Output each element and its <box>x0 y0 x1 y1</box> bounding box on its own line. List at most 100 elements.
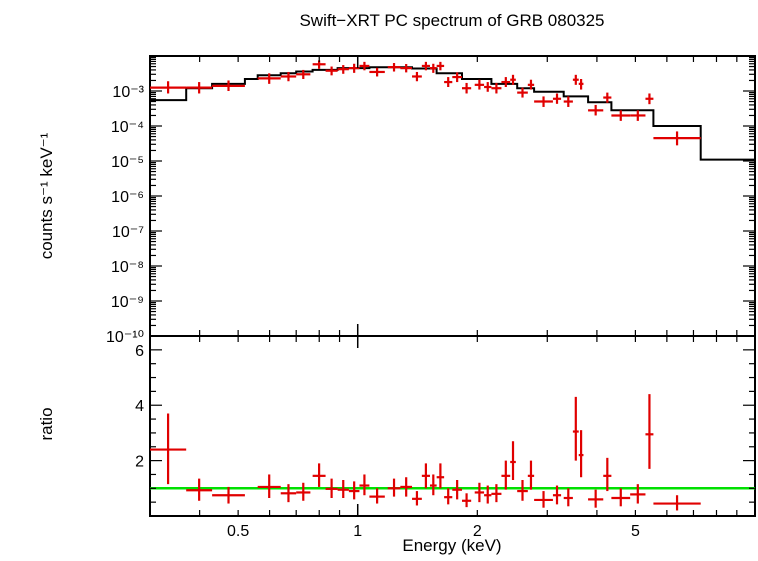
spectrum-point <box>534 96 553 107</box>
x-tick-label: 1 <box>353 523 362 540</box>
spectrum-point <box>296 69 311 80</box>
ratio-point <box>429 474 437 496</box>
ratio-point <box>552 485 562 505</box>
spectrum-point <box>452 72 462 83</box>
ratio-point <box>501 460 511 490</box>
spectrum-point <box>369 67 385 77</box>
spectrum-point <box>527 79 535 90</box>
spectrum-point <box>429 63 437 73</box>
spectrum-point <box>359 61 370 71</box>
ratio-point <box>611 488 631 507</box>
spectrum-y-ticks: 10⁻³ 10⁻⁴ 10⁻⁵ 10⁻⁶ 10⁻⁷ 10⁻⁸ 10⁻⁹ 10⁻¹⁰ <box>106 55 755 346</box>
spectrum-point <box>421 61 430 71</box>
ratio-data-points <box>150 394 701 511</box>
ratio-y-tick-label: 2 <box>135 454 144 471</box>
spectrum-point <box>186 82 213 94</box>
chart-title: Swift−XRT PC spectrum of GRB 080325 <box>299 11 604 30</box>
spectrum-y-tick-label: 10⁻⁶ <box>111 189 144 206</box>
spectrum-point <box>212 80 245 91</box>
spectrum-panel: 10⁻³ 10⁻⁴ 10⁻⁵ 10⁻⁶ 10⁻⁷ 10⁻⁸ 10⁻⁹ 10⁻¹⁰ counts… <box>37 55 756 346</box>
spectrum-y-tick-label: 10⁻⁹ <box>111 294 144 311</box>
ratio-point <box>578 430 584 478</box>
ratio-y-ticks: 2 4 6 <box>135 335 755 503</box>
spectrum-point <box>611 110 631 121</box>
ratio-point <box>603 457 612 492</box>
spectrum-y-tick-label: 10⁻¹⁰ <box>106 329 144 346</box>
spectrum-y-tick-label: 10⁻⁴ <box>111 119 144 136</box>
x-tick-label: 2 <box>473 523 482 540</box>
spectrum-point <box>474 79 485 90</box>
ratio-point <box>563 488 573 507</box>
spectrum-point <box>491 82 502 94</box>
spectrum-point <box>325 66 338 76</box>
spectrum-point <box>572 74 579 85</box>
spectrum-point <box>630 110 646 121</box>
ratio-point <box>461 493 472 508</box>
ratio-point <box>348 481 360 500</box>
spectrum-point <box>412 71 422 82</box>
ratio-point <box>572 396 579 461</box>
ratio-point <box>588 489 604 508</box>
spectrum-point <box>578 79 584 90</box>
spectrum-point <box>387 63 401 72</box>
ratio-point <box>280 484 297 503</box>
ratio-point <box>452 480 462 500</box>
ratio-point <box>412 491 422 506</box>
ratio-point <box>645 394 654 469</box>
spectrum-point <box>510 74 516 85</box>
ratio-point <box>436 463 445 489</box>
spectrum-y-tick-label: 10⁻³ <box>112 84 144 101</box>
ratio-point <box>527 460 535 490</box>
ratio-y-axis-label: ratio <box>37 407 56 440</box>
spectrum-point <box>653 131 701 146</box>
spectrum-point <box>436 61 445 71</box>
ratio-point <box>474 482 485 503</box>
ratio-point <box>534 491 553 508</box>
ratio-point <box>400 477 413 497</box>
ratio-point <box>484 485 492 504</box>
ratio-point <box>653 495 701 511</box>
spectrum-y-tick-label: 10⁻⁷ <box>112 224 144 241</box>
spectrum-x-ticks <box>149 56 756 336</box>
x-tick-label: 5 <box>631 523 640 540</box>
spectrum-point <box>603 92 612 103</box>
spectrum-point <box>444 77 453 88</box>
ratio-point <box>359 474 370 496</box>
model-histogram <box>150 66 755 161</box>
ratio-point <box>444 488 453 505</box>
ratio-point <box>510 441 516 480</box>
spectrum-point <box>150 81 187 94</box>
ratio-point <box>325 478 338 498</box>
spectrum-point <box>484 82 492 92</box>
spectrum-point <box>257 73 281 84</box>
ratio-point <box>296 482 311 501</box>
spectrum-point <box>588 104 604 116</box>
spectrum-point <box>501 77 511 88</box>
spectrum-point <box>337 65 349 74</box>
spectrum-point <box>348 63 360 73</box>
spectrum-data-points <box>150 60 701 146</box>
x-tick-label: 0.5 <box>227 523 249 540</box>
spectrum-y-tick-label: 10⁻⁸ <box>111 259 144 276</box>
ratio-point <box>421 463 430 489</box>
ratio-point <box>212 486 245 504</box>
ratio-point <box>337 480 349 498</box>
ratio-y-tick-label: 4 <box>135 398 144 415</box>
spectrum-y-tick-label: 10⁻⁵ <box>111 154 144 171</box>
x-axis-label: Energy (keV) <box>402 536 501 555</box>
spectrum-point <box>461 82 472 94</box>
ratio-y-tick-label: 6 <box>135 343 144 360</box>
ratio-point <box>257 474 281 498</box>
spectrum-point <box>645 93 654 105</box>
ratio-point <box>186 478 213 501</box>
spectrum-point <box>517 87 528 98</box>
spectrum-panel-frame <box>149 55 756 337</box>
ratio-panel: 2 4 6 0.5 1 2 5 ratio <box>37 335 756 540</box>
spectrum-y-axis-label: counts s⁻¹ keV⁻¹ <box>37 132 56 259</box>
ratio-point <box>387 478 401 497</box>
ratio-x-ticks: 0.5 1 2 5 <box>149 336 756 540</box>
ratio-panel-frame <box>149 335 756 517</box>
ratio-point <box>150 413 187 485</box>
